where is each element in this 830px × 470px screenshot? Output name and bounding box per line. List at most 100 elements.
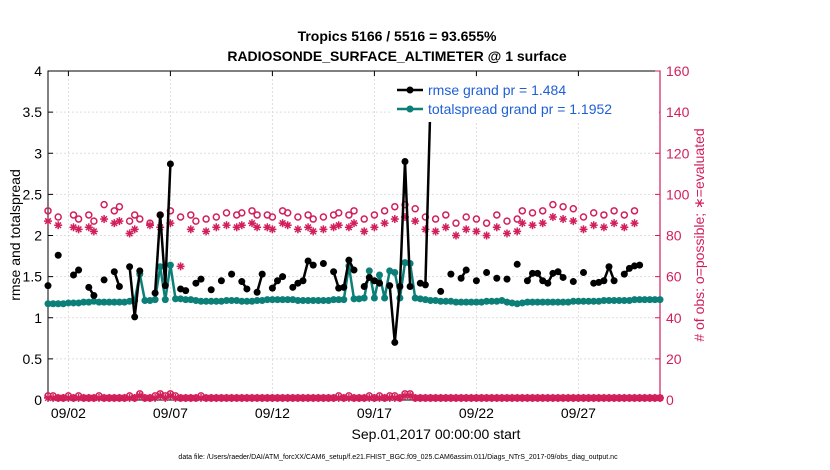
y-tick-label-right: 140	[666, 104, 690, 120]
spread-point	[294, 296, 302, 304]
spread-point	[335, 296, 343, 304]
y-tick-label-left: 3.5	[23, 104, 43, 120]
possible-marker	[294, 213, 302, 221]
y-tick-label-right: 0	[666, 392, 674, 408]
rmse-point	[289, 283, 297, 291]
evaluated-marker	[452, 231, 460, 240]
spread-point	[641, 296, 649, 304]
evaluated-marker	[482, 231, 491, 240]
y-tick-label-left: 4	[34, 63, 42, 79]
rmse-point	[365, 273, 373, 281]
evaluated-marker	[411, 217, 420, 226]
possible-marker	[380, 207, 389, 215]
evaluated-marker	[74, 225, 83, 234]
rmse-point	[161, 282, 169, 290]
evaluated-marker	[548, 212, 557, 221]
rmse-point	[228, 270, 236, 278]
totalspread-series	[44, 259, 664, 308]
rmse-point	[350, 266, 358, 274]
y-tick-label-right: 20	[666, 351, 682, 367]
possible-marker	[350, 207, 358, 215]
spread-point	[488, 297, 496, 305]
rmse-point	[243, 285, 251, 293]
y-axis-left-label: rmse and totalspread	[7, 169, 23, 301]
possible-marker	[528, 209, 537, 217]
spread-point	[381, 294, 389, 302]
evaluated-marker	[610, 219, 619, 228]
spread-point	[274, 296, 281, 304]
spread-point	[268, 296, 276, 304]
evaluated-marker	[579, 225, 588, 234]
y-axis-right-label: # of obs: o=possible; ∗=evaluated	[691, 128, 707, 341]
rmse-point	[197, 275, 205, 283]
spread-point	[523, 298, 531, 306]
possible-marker	[538, 207, 547, 215]
possible-marker	[304, 211, 312, 219]
rmse-point	[299, 277, 307, 285]
evaluated-marker	[130, 225, 139, 234]
possible-marker	[589, 209, 598, 217]
possible-marker	[334, 209, 343, 217]
possible-marker	[452, 219, 460, 227]
rmse-series	[44, 96, 644, 346]
evaluated-marker	[334, 221, 343, 230]
possible-marker	[319, 213, 328, 221]
evaluated-marker	[380, 219, 389, 228]
rmse-segment	[128, 266, 136, 318]
rmse-point	[391, 338, 399, 346]
possible-marker	[69, 211, 78, 219]
evaluated-marker	[518, 219, 527, 228]
possible-marker	[176, 213, 185, 221]
evaluated-marker	[569, 217, 578, 226]
y-tick-label-right: 80	[666, 228, 682, 244]
rmse-point	[309, 261, 317, 269]
rmse-point	[554, 268, 562, 276]
evaluated-marker	[599, 223, 608, 232]
possible-marker	[370, 211, 379, 219]
spread-point	[544, 298, 552, 306]
spread-point	[95, 298, 103, 306]
spread-point	[309, 296, 317, 304]
spread-segment	[378, 274, 386, 299]
spread-point	[620, 296, 628, 304]
rmse-point	[513, 260, 521, 268]
spread-point	[54, 300, 62, 308]
rmse-point	[636, 261, 644, 269]
evaluated-marker	[441, 223, 450, 232]
rmse-point	[85, 283, 93, 291]
rmse-point	[340, 283, 348, 291]
x-tick-label: 09/12	[255, 405, 290, 421]
evaluated-bottom-marker	[620, 393, 629, 402]
evaluated-marker	[293, 225, 302, 234]
spread-point	[238, 297, 246, 305]
spread-segment	[164, 264, 172, 300]
spread-point	[554, 298, 562, 306]
spread-point	[253, 296, 261, 304]
possible-marker	[136, 215, 144, 223]
evaluated-marker	[89, 227, 98, 236]
spread-point	[243, 297, 251, 305]
y-tick-label-right: 60	[666, 269, 682, 285]
rmse-point	[279, 273, 287, 281]
evaluated-marker	[212, 223, 221, 232]
rmse-point	[569, 278, 577, 286]
possible-marker	[600, 211, 608, 219]
possible-marker	[90, 217, 98, 225]
possible-marker	[110, 207, 119, 215]
evaluated-marker	[319, 225, 328, 234]
spread-point	[580, 297, 587, 305]
rmse-point	[304, 257, 312, 265]
rmse-segment	[403, 161, 412, 287]
legend-spread-label: totalspread grand pr = 1.1952	[428, 101, 612, 117]
spread-point	[646, 296, 654, 304]
spread-point	[457, 298, 465, 306]
possible-marker	[74, 215, 83, 223]
evaluated-marker	[44, 217, 52, 226]
spread-point	[615, 296, 623, 304]
possible-marker	[630, 207, 639, 215]
spread-point	[340, 296, 348, 304]
rmse-point	[110, 268, 118, 276]
rmse-point	[54, 251, 62, 259]
rmse-point	[90, 292, 98, 300]
spread-point	[80, 298, 88, 306]
